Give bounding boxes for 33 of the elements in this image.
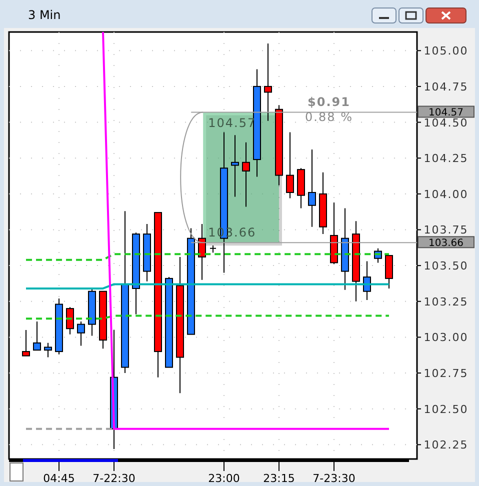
candlestick (242, 142, 250, 208)
ref-line-label: 103.66 (428, 238, 464, 250)
candlestick (385, 255, 393, 289)
x-tick-label: 7-23:30 (312, 472, 356, 485)
y-tick-label: 104.25 (424, 152, 468, 166)
y-tick-label: 102.75 (424, 367, 468, 380)
x-tick-label: 23:00 (208, 472, 240, 485)
y-tick-label: 104.75 (424, 80, 468, 94)
candlestick (77, 320, 85, 346)
candlestick (66, 306, 74, 335)
y-tick-label: 105.00 (424, 44, 468, 58)
y-tick-label: 102.25 (424, 438, 468, 452)
ref-line-label: 104.57 (428, 108, 464, 119)
y-tick-label: 103.75 (424, 224, 468, 237)
x-tick-label: 23:15 (263, 472, 295, 485)
y-tick-label: 103.00 (424, 331, 468, 344)
x-tick-label: 04:45 (43, 472, 75, 485)
candlestick (22, 330, 30, 356)
y-tick-label: 104.50 (424, 116, 468, 130)
annotation: $0.91 (308, 95, 350, 110)
y-tick-label: 103.50 (424, 260, 468, 273)
y-tick-label: 103.25 (424, 295, 468, 308)
candlestick (286, 132, 294, 199)
candlestick (308, 148, 316, 228)
y-tick-label: 104.00 (424, 188, 468, 201)
candlestick (264, 42, 272, 122)
candlestick (44, 342, 52, 358)
annotation: 0.88 % (305, 110, 353, 124)
chart-title: 3 Min (28, 8, 61, 22)
y-tick-label: 102.50 (424, 402, 468, 416)
candlestick (33, 320, 41, 351)
x-tick-label: 7-22:30 (92, 472, 136, 485)
candlestick (231, 134, 239, 198)
